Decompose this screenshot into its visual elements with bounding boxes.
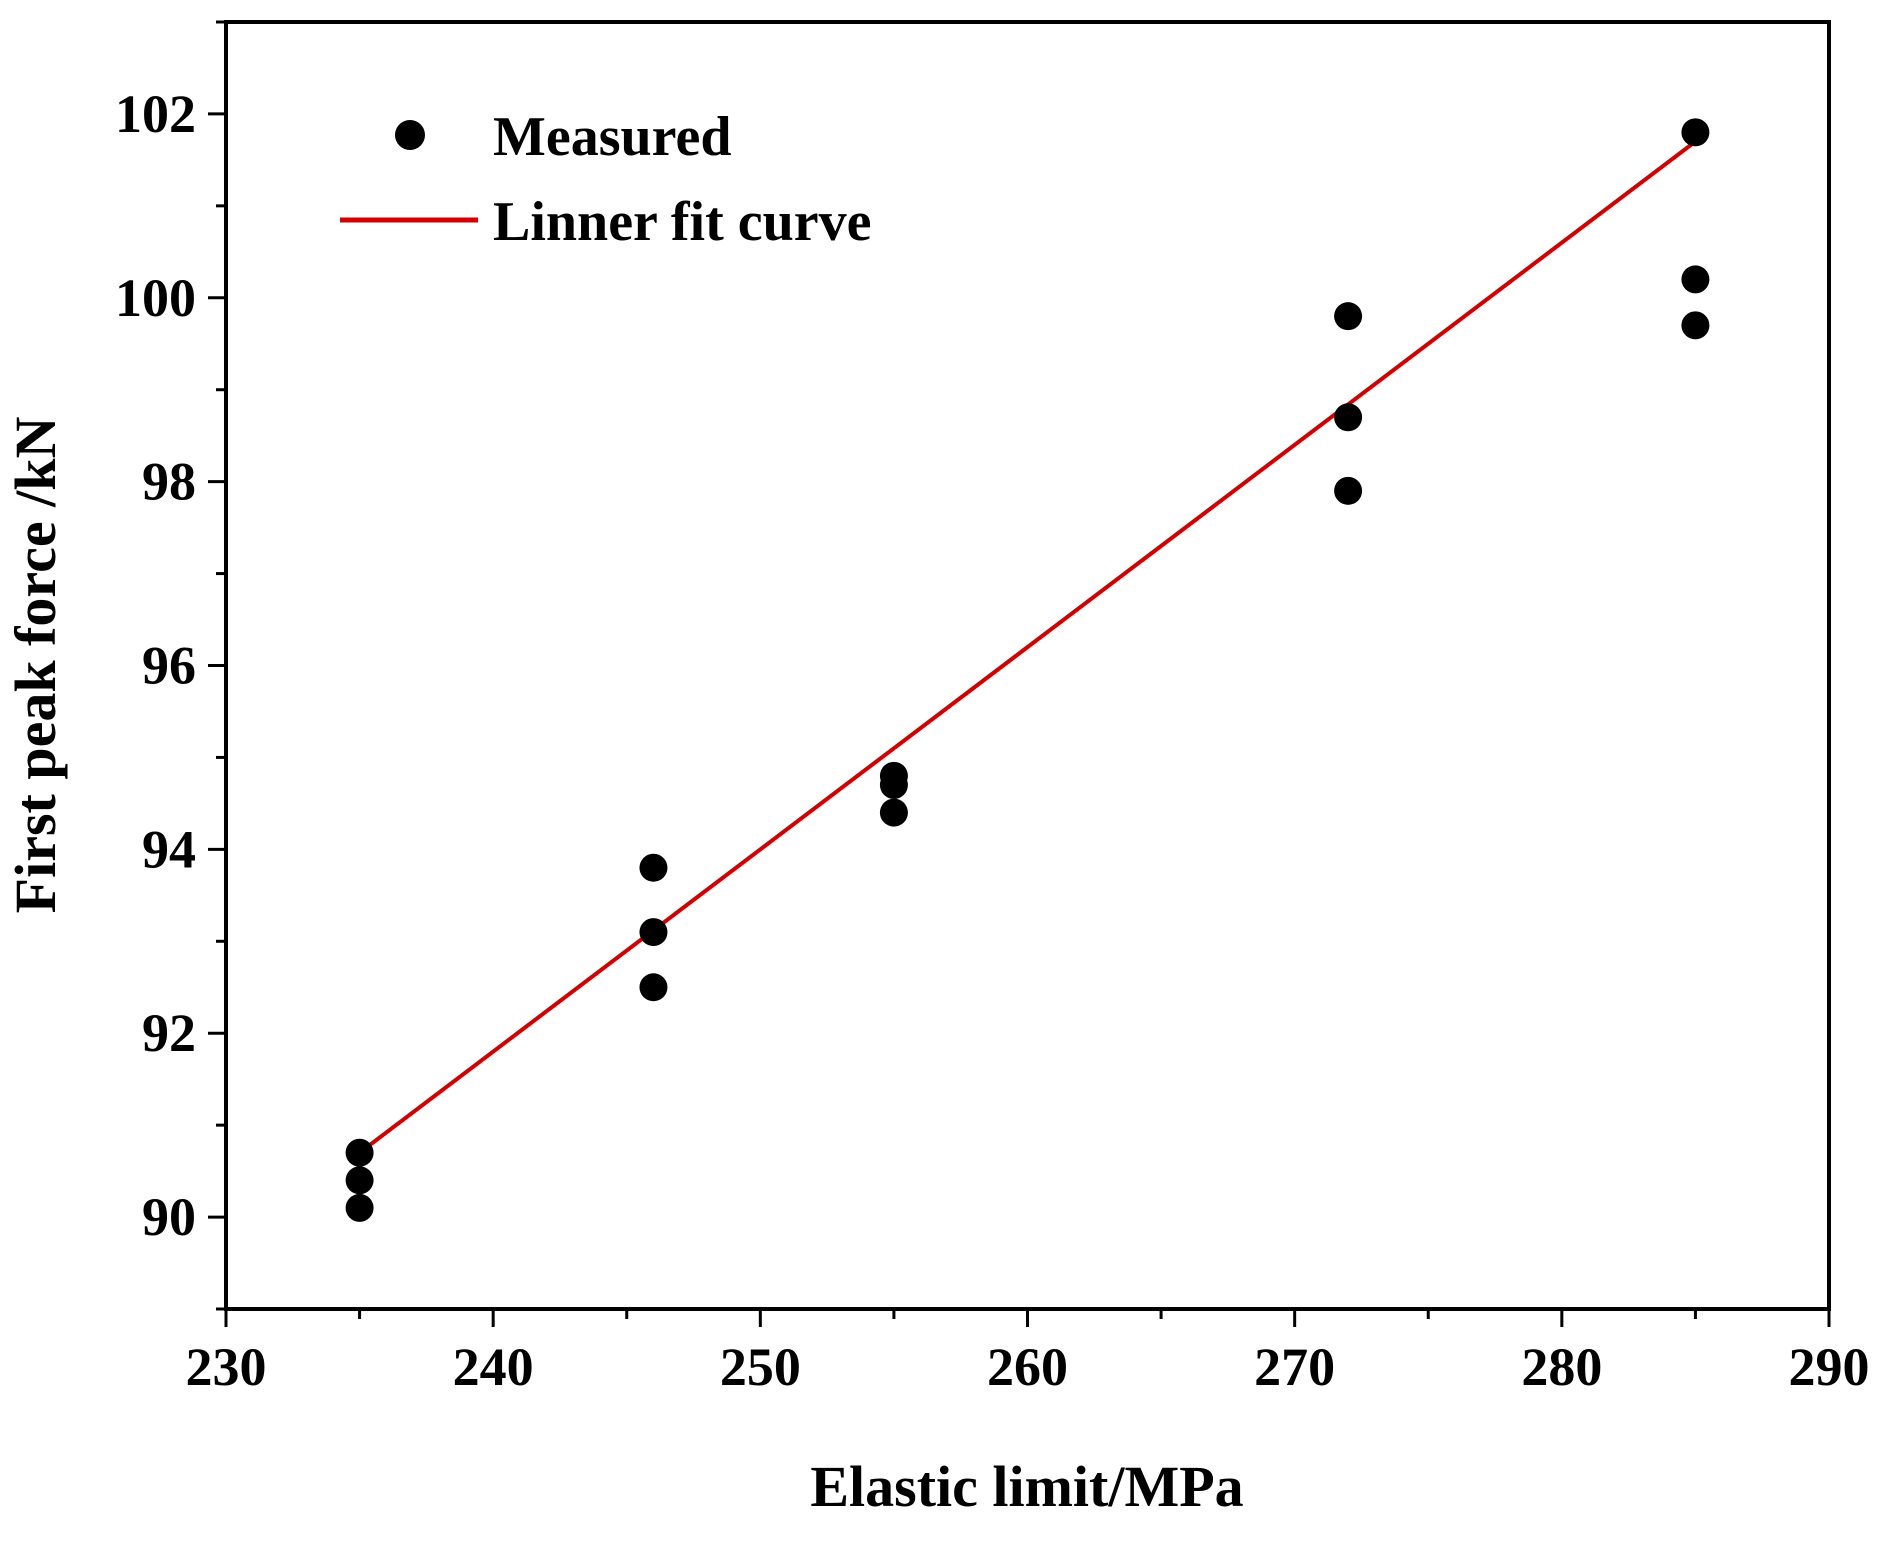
x-tick-label: 240 (453, 1337, 534, 1397)
x-axis-title: Elastic limit/MPa (810, 1454, 1243, 1519)
data-point (879, 798, 908, 827)
y-tick-label: 100 (115, 268, 196, 328)
data-point (1681, 311, 1710, 340)
y-tick-label: 98 (142, 452, 196, 512)
data-point (1334, 302, 1363, 331)
data-point (639, 853, 668, 882)
y-tick-label: 102 (115, 84, 196, 144)
fit-line (358, 139, 1697, 1155)
x-tick-label: 270 (1254, 1337, 1335, 1397)
data-point (1334, 476, 1363, 505)
y-tick-label: 94 (142, 819, 196, 879)
legend-label-measured: Measured (493, 106, 732, 168)
data-point (1681, 265, 1710, 294)
data-point (639, 918, 668, 947)
data-point (639, 973, 668, 1002)
data-point (345, 1166, 374, 1195)
data-points-layer (345, 118, 1710, 1222)
axis-ticks: 230 240 250 260 270 280 290 90 92 94 96 98 100 102 (115, 20, 1870, 1397)
y-tick-label: 90 (142, 1187, 196, 1247)
y-axis-title: First peak force /kN (3, 417, 68, 914)
fit-line-layer (358, 139, 1697, 1155)
data-point (345, 1193, 374, 1222)
y-tick-label: 92 (142, 1003, 196, 1063)
data-point (345, 1138, 374, 1167)
x-tick-label: 290 (1789, 1337, 1870, 1397)
x-tick-label: 280 (1521, 1337, 1602, 1397)
plot-frame (224, 20, 1831, 1311)
legend-label-fit: Linner fit curve (493, 191, 871, 253)
x-tick-label: 230 (186, 1337, 267, 1397)
x-tick-label: 260 (987, 1337, 1068, 1397)
y-tick-label: 96 (142, 636, 196, 696)
legend-marker-measured (395, 120, 425, 150)
data-point (1334, 403, 1363, 432)
x-tick-label: 250 (720, 1337, 801, 1397)
legend: Measured Linner fit curve (340, 106, 871, 253)
data-point (1681, 118, 1710, 147)
data-point (879, 771, 908, 800)
